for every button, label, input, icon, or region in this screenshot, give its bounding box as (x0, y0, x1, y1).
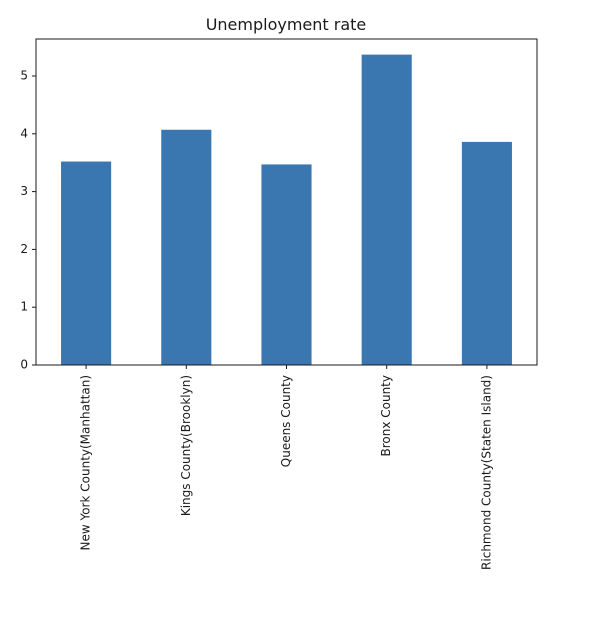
bar-3 (361, 54, 412, 366)
bar-2 (261, 164, 312, 365)
x-tick-label: Queens County (279, 375, 293, 467)
y-tick-label: 5 (20, 68, 28, 82)
plot-frame (35, 38, 538, 366)
x-tick-label: Bronx County (379, 375, 393, 457)
y-tick-label: 3 (20, 184, 28, 198)
x-tick-label: Kings County(Brooklyn) (179, 375, 193, 516)
y-tick-label: 2 (20, 242, 28, 256)
bar-4 (461, 141, 512, 365)
bar-1 (161, 129, 212, 365)
y-tick-label: 4 (20, 126, 28, 140)
x-tick-label: New York County(Manhattan) (79, 375, 93, 551)
y-tick-label: 1 (20, 300, 28, 314)
x-tick-label: Richmond County(Staten Island) (479, 375, 493, 570)
bar-0 (61, 161, 112, 365)
y-tick-label: 0 (20, 358, 28, 372)
x-axis: New York County(Manhattan) Kings County(B… (79, 365, 493, 570)
bars-layer (61, 54, 512, 366)
y-axis: 0 1 2 3 4 5 (20, 68, 36, 372)
chart-title: Unemployment rate (206, 15, 367, 34)
